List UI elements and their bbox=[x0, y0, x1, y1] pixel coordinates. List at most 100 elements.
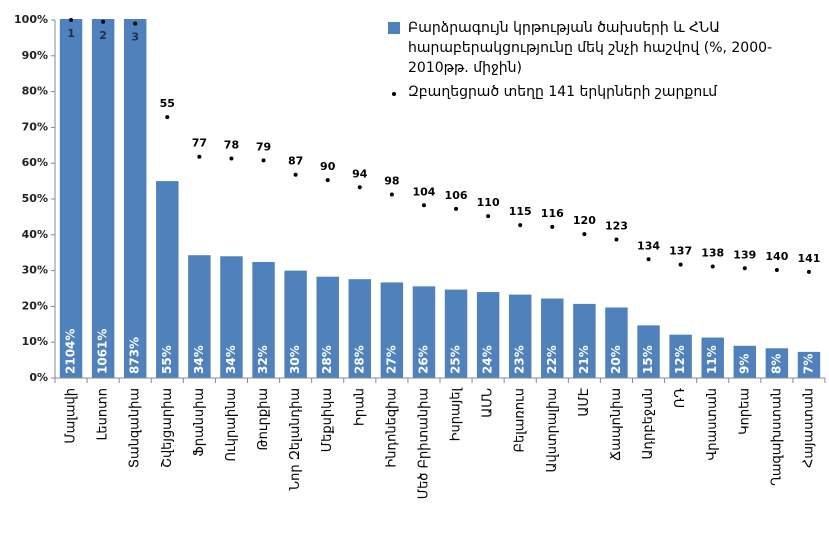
value-label: 22% bbox=[545, 345, 559, 374]
rank-label: 2 bbox=[99, 29, 107, 42]
rank-label: 94 bbox=[352, 167, 368, 180]
bar bbox=[188, 255, 211, 378]
rank-dot bbox=[229, 156, 234, 161]
bar bbox=[91, 19, 115, 378]
value-label: 2104% bbox=[64, 329, 78, 374]
rank-dot bbox=[261, 158, 266, 163]
y-tick-label: 50% bbox=[22, 192, 48, 205]
x-tick-label: Լեսոտո bbox=[96, 388, 111, 441]
bar bbox=[316, 276, 339, 378]
bar bbox=[797, 351, 821, 378]
x-tick-label: Տանզանիա bbox=[128, 388, 143, 468]
bar bbox=[508, 294, 532, 378]
rank-dot bbox=[486, 214, 491, 219]
value-label: 27% bbox=[384, 345, 398, 374]
bar bbox=[733, 345, 757, 378]
rank-dot bbox=[518, 223, 523, 228]
x-tick-label: Նոր Զելանդիա bbox=[288, 388, 303, 490]
rank-dot bbox=[678, 262, 683, 267]
value-label: 20% bbox=[609, 345, 623, 374]
bar bbox=[220, 256, 243, 378]
x-tick-label: Մեծ Բրիտանիա bbox=[416, 388, 431, 499]
x-tick-label: Վրաստան bbox=[705, 388, 720, 461]
rank-dot bbox=[389, 192, 394, 197]
legend-item: Բարձրագույն կրթության ծախսերի և ՀՆԱ հարա… bbox=[388, 18, 818, 78]
legend-label: Զբաղեցրած տեղը 141 երկրների շարքում bbox=[408, 84, 718, 100]
rank-dot bbox=[742, 266, 747, 271]
rank-dot bbox=[806, 269, 811, 274]
rank-label: 140 bbox=[765, 250, 788, 263]
bar bbox=[252, 262, 275, 378]
bar bbox=[765, 348, 789, 378]
rank-label: 98 bbox=[384, 175, 399, 188]
rank-dot bbox=[614, 237, 619, 242]
value-label: 28% bbox=[320, 345, 334, 374]
value-label: 7% bbox=[801, 354, 815, 374]
value-label: 24% bbox=[481, 345, 495, 374]
rank-label: 106 bbox=[445, 189, 468, 202]
value-label: 8% bbox=[769, 354, 783, 374]
rank-dot bbox=[774, 268, 779, 273]
value-label: 26% bbox=[416, 345, 430, 374]
bar bbox=[476, 292, 500, 378]
legend: Բարձրագույն կրթության ծախսերի և ՀՆԱ հարա… bbox=[388, 18, 818, 106]
x-tick-label: Շվեյցարիա bbox=[160, 388, 175, 468]
rank-label: 137 bbox=[669, 245, 692, 258]
bar bbox=[573, 303, 596, 378]
y-tick-label: 80% bbox=[22, 85, 48, 98]
y-tick-label: 20% bbox=[22, 299, 48, 312]
x-tick-label: Ավստրալիա bbox=[545, 388, 560, 472]
rank-dot bbox=[357, 185, 362, 190]
x-tick-label: Հայաստան bbox=[801, 388, 816, 468]
bar bbox=[348, 279, 372, 378]
rank-label: 123 bbox=[605, 219, 628, 232]
rank-dot bbox=[454, 206, 459, 211]
rank-label: 1 bbox=[67, 27, 75, 40]
value-label: 23% bbox=[513, 345, 527, 374]
y-tick-label: 40% bbox=[22, 228, 48, 241]
x-tick-label: ԱՄՆ bbox=[481, 388, 496, 418]
y-tick-label: 10% bbox=[22, 335, 48, 348]
x-tick-label: ՌԴ bbox=[673, 388, 688, 408]
x-tick-label: Ադրբեջան bbox=[641, 388, 656, 459]
rank-label: 78 bbox=[224, 139, 239, 152]
bar bbox=[701, 337, 724, 378]
rank-label: 87 bbox=[288, 155, 303, 168]
rank-label: 115 bbox=[509, 205, 532, 218]
rank-label: 77 bbox=[192, 137, 207, 150]
rank-dot bbox=[101, 19, 106, 24]
bar bbox=[412, 286, 436, 378]
value-label: 9% bbox=[737, 354, 751, 374]
rank-label: 90 bbox=[320, 160, 336, 173]
x-tick-label: Ուկրաինա bbox=[224, 388, 239, 461]
rank-dot bbox=[421, 203, 426, 208]
value-label: 34% bbox=[192, 345, 206, 374]
value-label: 55% bbox=[160, 345, 174, 374]
rank-label: 55 bbox=[160, 97, 175, 110]
x-tick-label: Բելառուս bbox=[513, 388, 528, 453]
bar bbox=[541, 298, 564, 378]
rank-label: 134 bbox=[637, 239, 660, 252]
legend-marker bbox=[388, 82, 400, 102]
x-tick-label: Մալավի bbox=[64, 388, 79, 444]
rank-dot bbox=[646, 257, 651, 262]
x-tick-label: ԱՄԷ bbox=[577, 388, 592, 417]
bar bbox=[637, 325, 660, 378]
bar bbox=[605, 307, 628, 378]
bar bbox=[444, 289, 468, 378]
y-tick-label: 30% bbox=[22, 264, 48, 277]
value-label: 25% bbox=[449, 345, 463, 374]
rank-dot bbox=[582, 232, 587, 237]
x-tick-label: Ղազախստան bbox=[769, 388, 784, 486]
legend-item: Զբաղեցրած տեղը 141 երկրների շարքում bbox=[388, 82, 818, 102]
rank-dot bbox=[165, 115, 170, 120]
value-label: 28% bbox=[352, 345, 366, 374]
rank-label: 104 bbox=[412, 185, 435, 198]
x-tick-label: Ճապոնիա bbox=[609, 388, 624, 461]
bar bbox=[669, 334, 692, 378]
x-tick-label: Իսրայել bbox=[449, 388, 464, 442]
value-label: 1061% bbox=[96, 329, 110, 374]
rank-dot bbox=[710, 264, 715, 269]
value-label: 11% bbox=[705, 345, 719, 374]
